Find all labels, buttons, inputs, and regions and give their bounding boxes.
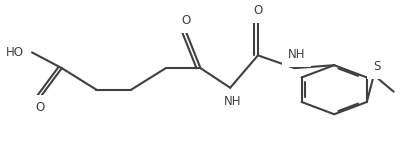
Text: HO: HO [6,46,24,59]
Text: S: S [373,60,381,73]
Text: NH: NH [288,48,305,61]
Text: NH: NH [224,94,241,108]
Text: O: O [181,14,190,27]
Text: O: O [253,4,262,17]
Text: O: O [35,101,45,114]
